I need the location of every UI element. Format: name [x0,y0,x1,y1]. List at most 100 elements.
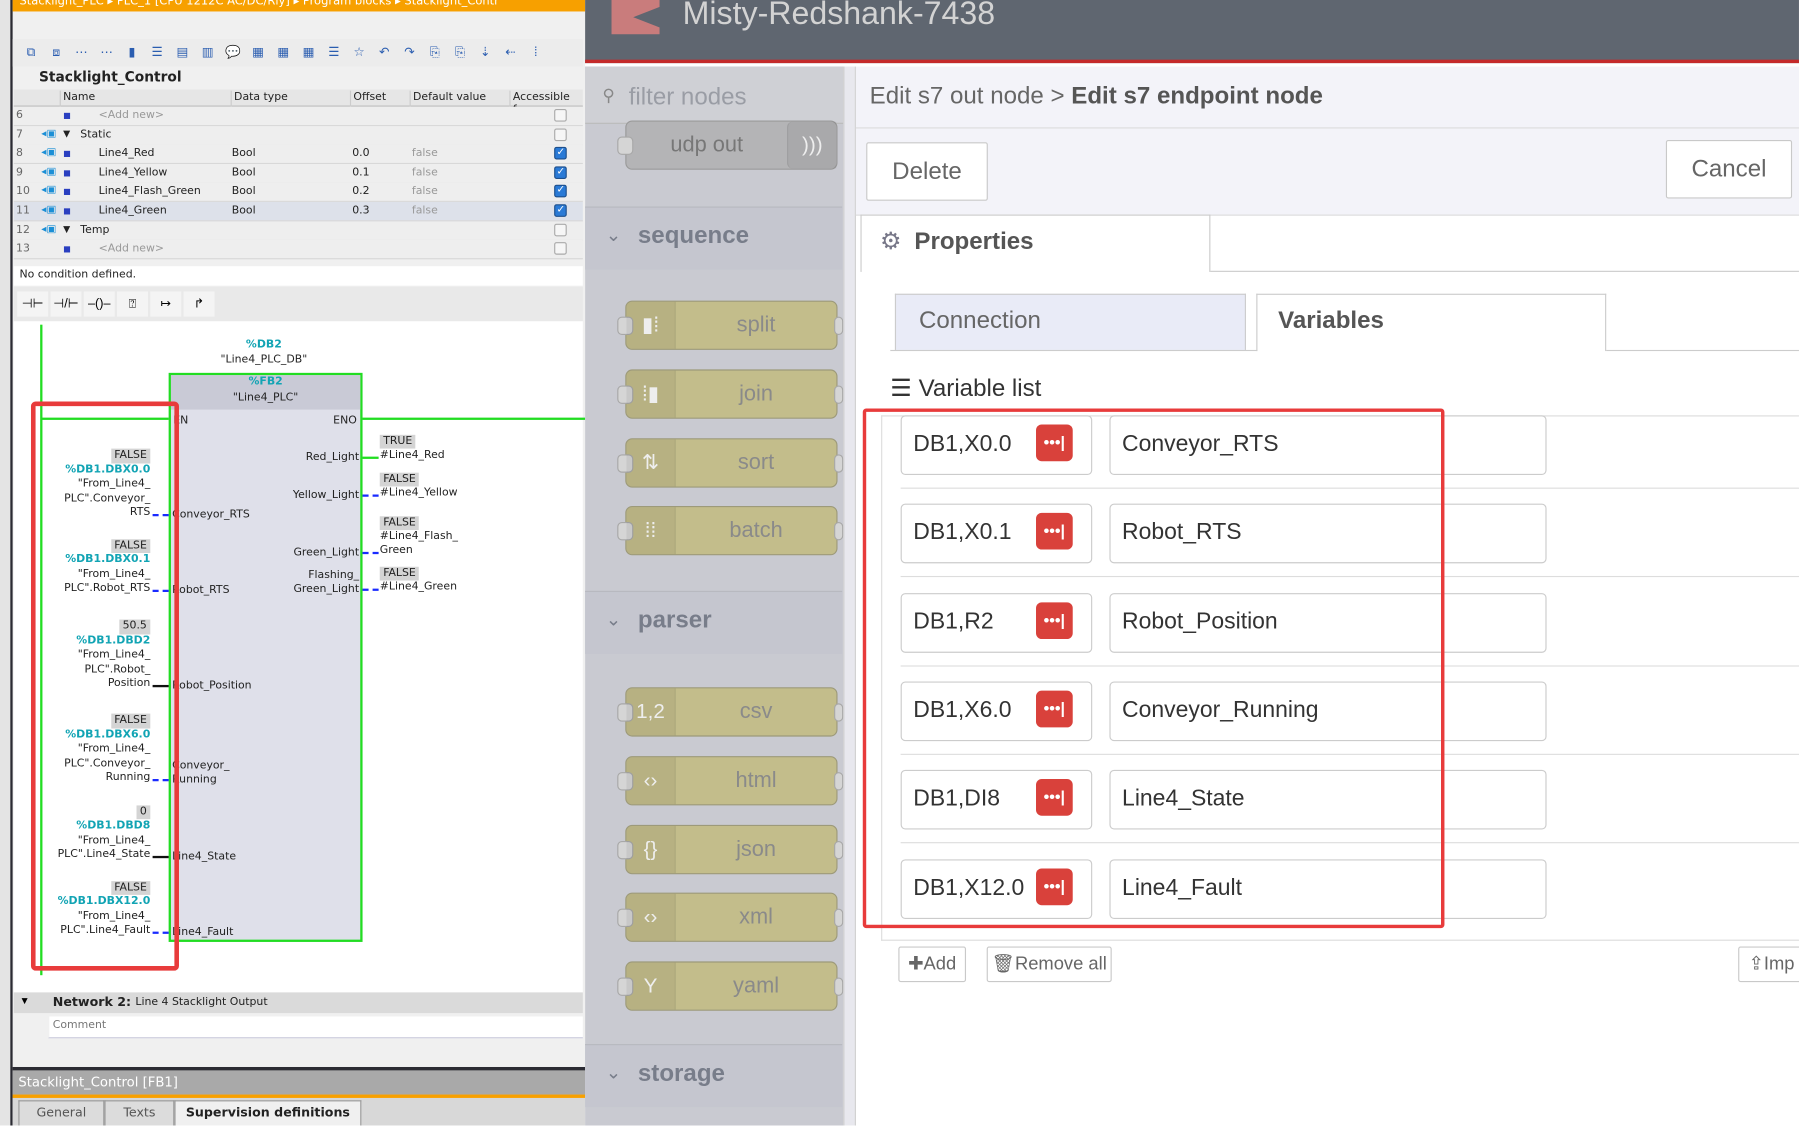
datatype-cell[interactable]: Bool [231,166,256,179]
variable-name-input[interactable]: Robot_Position [1109,592,1547,653]
column-header[interactable]: Accessible f... [509,90,582,116]
ladder-element-button-icon[interactable]: ⍰ [117,291,149,317]
filter-nodes-input[interactable]: ⚲ filter nodes [585,66,844,124]
input-operand[interactable]: FALSE %DB1.DBX6.0 "From_Line4_ PLC".Conveyo… [64,713,151,786]
toolbar-button-icon[interactable]: ↷ [404,45,415,60]
default-value-cell[interactable]: false [411,147,438,160]
palette-node-batch[interactable]: ⁞⁞ batch [617,505,844,556]
toolbar-button-icon[interactable]: ⇣ [480,45,491,60]
input-operand[interactable]: FALSE %DB1.DBX0.0 "From_Line4_ PLC".Conveyo… [64,448,151,521]
toolbar-button-icon[interactable]: ⎘ [455,45,466,60]
ladder-element-button-icon[interactable]: ↱ [183,291,215,317]
palette-node-xml[interactable]: ‹› xml [617,892,844,942]
toolbar-button-icon[interactable]: ▥ [201,45,214,60]
network-2-header[interactable]: ▼ Network 2: Line 4 Stacklight Output [13,992,583,1014]
accessible-checkbox[interactable] [554,204,567,217]
breadcrumb-item[interactable]: PLC_1 [CPU 1212C AC/DC/Rly] [116,0,290,9]
variable-name-input[interactable]: Line4_Fault [1109,858,1547,919]
ladder-element-button-icon[interactable]: ⊣⊢ [17,291,49,317]
toolbar-button-icon[interactable]: ⧉ [26,45,36,60]
datatype-cell[interactable]: Bool [231,147,256,160]
accessible-checkbox[interactable] [554,185,567,198]
tab-variables[interactable]: Variables [1256,293,1607,352]
toolbar-button-icon[interactable]: ⇠ [505,45,516,60]
inspector-tab[interactable]: General [18,1100,105,1126]
toolbar-button-icon[interactable]: ☰ [151,45,163,60]
expand-arrow-icon[interactable]: ▼ [63,128,71,139]
table-row[interactable]: 7 ◂▣ ▼ Static [13,125,583,146]
toolbar-button-icon[interactable]: ▦ [252,45,265,60]
output-operand[interactable]: TRUE #Line4_Red [379,434,445,463]
default-value-cell[interactable]: false [411,166,438,179]
input-operand[interactable]: FALSE %DB1.DBX0.1 "From_Line4_ PLC".Robot_R… [64,538,151,596]
expand-arrow-icon[interactable]: ▼ [63,223,71,234]
column-header[interactable]: Offset [349,90,386,107]
toolbar-button-icon[interactable]: ▤ [176,45,189,60]
accessible-checkbox[interactable] [554,242,567,255]
table-row[interactable]: 11 ◂▣ ■ Line4_Green Bool 0.3 false [13,201,583,222]
import-button[interactable]: ⇪Imp [1738,946,1799,983]
table-row[interactable]: 9 ◂▣ ■ Line4_Yellow Bool 0.1 false [13,163,583,184]
palette-category-parser[interactable]: ⌄ parser [585,590,843,654]
table-row[interactable]: 12 ◂▣ ▼ Temp [13,220,583,241]
column-header[interactable]: Default value [409,90,486,107]
palette-category-storage[interactable]: ⌄ storage [585,1044,843,1108]
address-browse-button[interactable]: •••| [1036,690,1073,728]
table-row[interactable]: 13 ■ <Add new> [13,240,583,260]
palette-node-join[interactable]: ⁞▮ join [617,369,844,419]
remove-all-button[interactable]: 🗑Remove all [986,946,1112,983]
address-browse-button[interactable]: •••| [1036,424,1073,462]
name-cell[interactable]: <Add new> [98,242,165,255]
table-row[interactable]: 8 ◂▣ ■ Line4_Red Bool 0.0 false [13,144,583,165]
cancel-button[interactable]: Cancel [1665,139,1793,199]
address-browse-button[interactable]: •••| [1036,867,1073,905]
inspector-tab[interactable]: Supervision definitions [174,1100,362,1126]
ladder-element-button-icon[interactable]: ⊣/⊢ [50,291,82,317]
toolbar-button-icon[interactable]: ↶ [379,45,390,60]
column-header[interactable]: Data type [230,90,288,107]
toolbar-button-icon[interactable]: ▦ [302,45,315,60]
toolbar-button-icon[interactable]: ▮ [128,45,136,60]
breadcrumb-item[interactable]: Program blocks [302,0,392,9]
toolbar-button-icon[interactable]: 💬 [225,45,241,60]
palette-divider[interactable] [843,66,855,1126]
palette-node-split[interactable]: ▮⁞ split [617,300,844,350]
network-2-comment[interactable]: Comment [48,1016,583,1039]
tab-connection[interactable]: Connection [894,293,1246,350]
toolbar-button-icon[interactable]: ⎘ [429,45,440,60]
datatype-cell[interactable]: Bool [231,185,256,198]
address-browse-button[interactable]: •••| [1036,779,1073,816]
toolbar-button-icon[interactable]: ☰ [328,45,340,60]
accessible-checkbox[interactable] [554,223,567,236]
input-operand[interactable]: 50.5 %DB1.DBD2 "From_Line4_ PLC".Robot_ Posi… [76,619,151,692]
add-button[interactable]: ✚Add [898,946,967,983]
toolbar-button-icon[interactable]: ⧈ [52,45,61,60]
column-header[interactable]: Name [59,90,95,107]
name-cell[interactable]: Line4_Yellow [98,166,168,179]
palette-category-sequence[interactable]: ⌄ sequence [585,206,843,270]
variable-name-input[interactable]: Conveyor_Running [1109,681,1547,742]
accessible-checkbox[interactable] [554,108,567,122]
toolbar-button-icon[interactable]: ⋯ [100,45,114,60]
accessible-checkbox[interactable] [554,147,567,160]
output-operand[interactable]: FALSE #Line4_Green [379,566,457,595]
accessible-checkbox[interactable] [554,128,567,141]
datatype-cell[interactable]: Bool [231,204,256,217]
toolbar-button-icon[interactable]: ⋯ [75,45,88,60]
table-row[interactable]: 6 ■ <Add new> [13,106,583,127]
delete-button[interactable]: Delete [866,142,988,201]
ladder-element-button-icon[interactable]: ↦ [150,291,182,317]
breadcrumb-item[interactable]: Stacklight_PLC [19,0,104,9]
palette-node-csv[interactable]: 1,2 csv [617,687,844,737]
palette-node-json[interactable]: {} json [617,824,844,875]
function-block-box[interactable]: %FB2 "Line4_PLC" EN ENO [168,372,363,942]
name-cell[interactable]: Static [80,128,112,141]
table-row[interactable]: 10 ◂▣ ■ Line4_Flash_Green Bool 0.2 false [13,182,583,203]
default-value-cell[interactable]: false [411,204,438,217]
name-cell[interactable]: Line4_Green [98,204,167,217]
output-operand[interactable]: FALSE #Line4_Yellow [379,472,458,501]
collapse-icon[interactable]: ▼ [19,994,30,1007]
breadcrumb-item[interactable]: Stacklight_Contr [404,0,499,9]
palette-node-sort[interactable]: ⇅ sort [617,438,844,488]
